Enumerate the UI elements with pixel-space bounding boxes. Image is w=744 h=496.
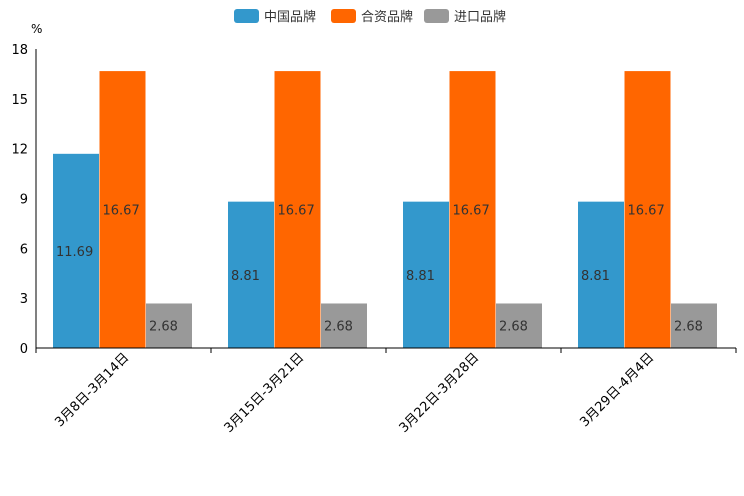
- legend-label-1[interactable]: 合资品牌: [361, 9, 413, 25]
- bar-value-label: 16.67: [103, 204, 140, 219]
- bar-value-label: 8.81: [406, 269, 435, 284]
- legend: 中国品牌 合资品牌 进口品牌: [234, 9, 506, 25]
- bar---3[interactable]: [624, 71, 671, 349]
- bar---1[interactable]: [228, 201, 274, 348]
- legend-swatch-1[interactable]: [331, 9, 356, 23]
- y-tick-label: 12: [11, 143, 28, 158]
- y-axis-unit: %: [31, 22, 42, 36]
- y-tick-label: 6: [20, 242, 28, 257]
- bar-value-label: 16.67: [628, 204, 665, 219]
- legend-swatch-2[interactable]: [424, 9, 449, 23]
- bar-value-label: 16.67: [453, 204, 490, 219]
- bar-value-label: 2.68: [149, 320, 178, 335]
- x-tick-label: 3月15日-3月21日: [222, 350, 308, 436]
- y-tick-label: 15: [11, 93, 28, 108]
- bar---0[interactable]: [146, 303, 192, 348]
- legend-label-0[interactable]: 中国品牌: [264, 9, 316, 25]
- bar---2[interactable]: [496, 303, 542, 348]
- bar-value-label: 2.68: [324, 320, 353, 335]
- y-tick-label: 3: [20, 292, 28, 307]
- bar-value-label: 8.81: [581, 269, 610, 284]
- bar-value-label: 8.81: [231, 269, 260, 284]
- bar-value-label: 2.68: [674, 320, 703, 335]
- legend-label-2[interactable]: 进口品牌: [454, 9, 506, 25]
- bars: 11.69 16.67 2.68 8.81 16.67 2.68 8.81 16.67 2.68…: [53, 71, 717, 349]
- bar---2[interactable]: [449, 71, 496, 349]
- x-tick-label: 3月8日-3月14日: [52, 350, 132, 430]
- y-tick-label: 9: [20, 193, 28, 208]
- x-tick-label: 3月29日-4月4日: [577, 350, 657, 430]
- y-tick-label: 0: [20, 342, 28, 357]
- x-axis: 3月8日-3月14日 3月15日-3月21日 3月22日-3月28日 3月29日-4月…: [35, 347, 737, 436]
- y-axis: 0 3 6 9 12 15 18: [11, 43, 37, 357]
- x-tick-label: 3月22日-3月28日: [397, 350, 483, 436]
- bar---2[interactable]: [403, 201, 449, 348]
- bar-value-label: 2.68: [499, 320, 528, 335]
- legend-swatch-0[interactable]: [234, 9, 259, 23]
- bar---1[interactable]: [321, 303, 367, 348]
- y-tick-label: 18: [11, 43, 28, 58]
- bar---0[interactable]: [99, 71, 146, 349]
- bar-value-label: 11.69: [56, 245, 93, 260]
- bar---1[interactable]: [274, 71, 321, 349]
- bar---3[interactable]: [671, 303, 717, 348]
- bar---0[interactable]: [53, 153, 99, 348]
- bar-value-label: 16.67: [278, 204, 315, 219]
- bar---3[interactable]: [578, 201, 624, 348]
